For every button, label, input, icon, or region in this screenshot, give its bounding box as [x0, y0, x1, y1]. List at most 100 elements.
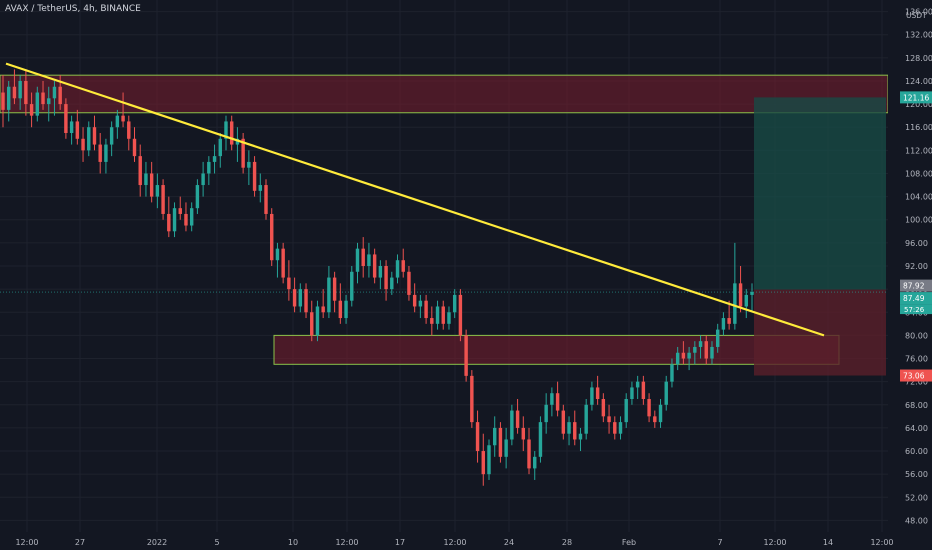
candle-body	[555, 393, 560, 411]
time-tick: 12:00	[763, 538, 786, 547]
candle-body	[292, 289, 297, 307]
candle-body	[92, 127, 97, 145]
price-tick: 128.00	[905, 54, 932, 63]
time-tick: 17	[395, 538, 405, 547]
candle-body	[212, 156, 217, 162]
time-tick: Feb	[622, 538, 636, 547]
candle-body	[344, 300, 348, 319]
candle-body	[447, 312, 451, 324]
candle-body	[167, 213, 171, 232]
candle-body	[750, 292, 754, 295]
time-tick: 2022	[147, 538, 167, 547]
candle-body	[378, 266, 383, 278]
candle-body	[75, 121, 80, 139]
price-tick: 56.00	[905, 470, 928, 479]
candle-body	[390, 277, 394, 290]
candle-body	[287, 277, 291, 290]
candle-body	[178, 208, 182, 214]
candle-body	[675, 352, 680, 365]
candle-body	[441, 306, 445, 324]
candle-body	[87, 127, 91, 151]
candle-body	[601, 399, 606, 417]
candle-body	[35, 92, 40, 116]
resistance-zone	[0, 74, 889, 114]
candle-body	[561, 410, 566, 434]
price-tick: 136.00	[905, 8, 932, 17]
candle-body	[544, 404, 548, 423]
candle-body	[47, 98, 51, 105]
target-price-label-bg	[900, 91, 932, 104]
candle-body	[607, 416, 611, 423]
candle-body	[693, 346, 697, 353]
candle-body	[510, 410, 514, 440]
price-tick: 68.00	[905, 401, 928, 410]
candle-body	[618, 422, 623, 434]
candle-body	[664, 381, 668, 405]
candle-body	[235, 138, 240, 145]
candle-body	[315, 306, 320, 336]
time-tick: 7	[717, 538, 722, 547]
time-tick: 28	[562, 538, 572, 547]
candles	[1, 69, 754, 486]
candle-body	[69, 121, 74, 133]
stop-area	[754, 289, 886, 376]
price-tick: 92.00	[905, 262, 928, 271]
candle-body	[332, 277, 337, 301]
candle-body	[258, 185, 263, 191]
time-tick: 24	[504, 538, 514, 547]
candle-body	[12, 86, 17, 99]
candle-body	[641, 381, 646, 399]
candle-body	[144, 173, 148, 186]
price-tick: 132.00	[905, 31, 932, 40]
candle-body	[395, 260, 400, 278]
time-tick: 12:00	[443, 538, 466, 547]
candle-body	[138, 156, 142, 186]
candle-body	[533, 456, 537, 469]
time-axis[interactable]: 12:00 27 2022 5 10 12:00 17 12:00 24 28 Feb 7 12:00 1…	[0, 532, 932, 550]
candle-body	[578, 433, 583, 440]
candle-body	[573, 422, 577, 440]
candle-body	[304, 289, 308, 313]
long-position-tool[interactable]	[0, 97, 888, 376]
candle-body	[241, 138, 245, 168]
target-area	[754, 97, 886, 290]
candle-body	[401, 260, 405, 272]
candle-body	[81, 138, 85, 151]
symbol-header: AVAX / TetherUS, 4h, BINANCE	[5, 4, 141, 14]
last-price-label: 87.49	[903, 294, 925, 303]
price-labels: 121.16 87.92 87.49 57:26 73.06	[900, 91, 932, 382]
candle-body	[407, 271, 411, 295]
candle-body	[132, 138, 137, 157]
trendline[interactable]	[5, 62, 825, 337]
candle-body	[172, 208, 177, 232]
stop-price-label: 73.06	[903, 372, 925, 381]
candle-body	[704, 341, 708, 359]
price-axis[interactable]: USDT48.0052.0056.0060.0064.0068.0072.007…	[888, 0, 932, 550]
candle-body	[567, 422, 571, 434]
candle-body	[127, 121, 131, 139]
time-tick: 5	[214, 538, 219, 547]
price-tick: 104.00	[905, 193, 932, 202]
price-tick: 76.00	[905, 355, 928, 364]
candle-body	[670, 364, 674, 382]
candle-body	[264, 185, 268, 214]
candle-body	[498, 427, 503, 457]
candle-body	[41, 92, 45, 105]
candle-body	[630, 387, 634, 399]
candle-body	[658, 404, 663, 423]
candle-body	[527, 439, 531, 469]
candle-body	[149, 173, 154, 197]
candle-body	[738, 283, 743, 307]
candle-body	[1, 92, 5, 110]
candle-body	[201, 173, 205, 186]
candle-body	[635, 381, 640, 388]
candle-body	[430, 318, 434, 324]
candle-body	[492, 427, 497, 446]
candle-body	[338, 300, 343, 319]
candle-body	[435, 306, 440, 324]
price-tick: 120.00	[905, 100, 932, 109]
candle-body	[7, 86, 11, 110]
time-tick: 10	[288, 538, 298, 547]
candle-body	[613, 422, 617, 434]
